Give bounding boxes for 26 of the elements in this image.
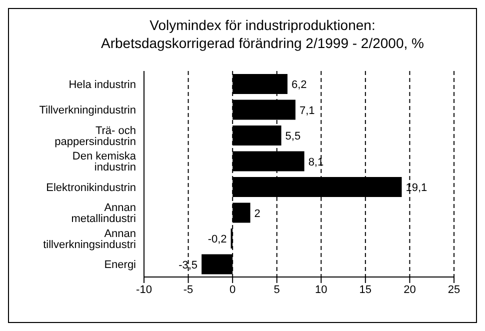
data-label: 8,1 [308,156,324,168]
data-label: 6,2 [291,79,307,91]
chart-subtitle: Arbetsdagskorrigerad förändring 2/1999 - 2/2000, % [100,35,425,51]
y-tick-label: Den kemiska industrin [72,150,137,174]
y-tick-label: Annan tillverkningsindustri [43,228,136,251]
y-tick-label: Hela industrin [68,78,136,91]
chart-title: Volymindex för industriproduktionen: [148,17,376,33]
data-label: 5,5 [285,130,301,142]
x-tick-label: 20 [404,284,416,296]
data-label: 2 [254,208,260,220]
x-tick-label: 0 [230,284,236,296]
data-label: 7,1 [299,104,315,117]
x-tick-label: 5 [274,284,280,296]
data-label: -3,5 [178,259,198,272]
y-tick-label: Annan metallindustri [71,202,136,226]
y-tick-label: Elektronikindustrin [46,182,136,194]
y-tick-label: Tillverkningindustrin [39,104,136,117]
data-label: -0,2 [208,234,227,246]
x-tick-label: 15 [359,284,372,296]
y-tick-label: Trä- och pappersindustrin [54,124,136,148]
x-tick-label: -5 [183,284,194,296]
x-tick-label: -10 [136,284,152,296]
x-tick-label: 10 [315,284,328,296]
x-tick-label: 25 [448,284,460,296]
data-label: 19,1 [406,182,428,194]
y-tick-label: Energi [104,259,136,272]
